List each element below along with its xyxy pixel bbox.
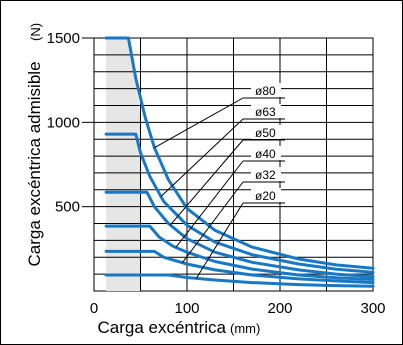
x-axis-label: Carga excéntrica xyxy=(97,318,226,337)
y-tick-labels: 500 1000 1500 xyxy=(47,30,94,216)
y-axis-unit: (N) xyxy=(28,23,43,41)
x-axis-unit: (mm) xyxy=(230,321,260,336)
legend-leader-line xyxy=(154,97,244,149)
series-line-d50 xyxy=(104,190,375,279)
y-axis-title: Carga excéntrica admisible xyxy=(25,61,44,266)
series-curves xyxy=(104,36,375,288)
x-tick-label: 300 xyxy=(360,300,385,317)
legend-leader-line xyxy=(169,139,244,226)
legend-label-bg xyxy=(251,83,281,97)
legend-label: ø80 xyxy=(255,84,276,98)
shaded-region xyxy=(106,38,141,291)
legend-label: ø20 xyxy=(255,189,276,203)
y-tick-label: 500 xyxy=(55,199,80,216)
legend-label-bg xyxy=(251,167,281,181)
legend-label: ø32 xyxy=(255,168,276,182)
x-tick-label: 100 xyxy=(174,300,199,317)
legend-label: ø40 xyxy=(255,147,276,161)
legend-label-bg xyxy=(251,188,281,202)
series-line-d20 xyxy=(104,273,375,288)
legend-label-bg xyxy=(251,146,281,160)
series-line-d40 xyxy=(104,224,375,281)
y-axis-unit-group: (N) xyxy=(28,23,43,41)
legend-label: ø63 xyxy=(255,105,276,119)
y-axis-label: Carga excéntrica admisible xyxy=(25,61,44,266)
legend-leader-line xyxy=(160,118,244,197)
legend-label: ø50 xyxy=(255,126,276,140)
legend-label-bg xyxy=(251,125,281,139)
x-tick-label: 200 xyxy=(267,300,292,317)
legend-leader-line xyxy=(181,181,244,263)
legend: ø80 ø63 ø50 ø40 ø32 ø20 xyxy=(154,83,285,279)
x-tick-label: 0 xyxy=(90,300,98,317)
series-line-d80 xyxy=(104,36,375,270)
x-tick-labels: 0 100 200 300 xyxy=(90,300,386,317)
y-tick-label: 1000 xyxy=(47,114,80,131)
legend-label-bg xyxy=(251,104,281,118)
series-line-d32 xyxy=(104,249,375,285)
legend-leader-line xyxy=(175,160,244,248)
legend-leader-line xyxy=(195,202,244,279)
y-tick-label: 1500 xyxy=(47,30,80,47)
series-line-d63 xyxy=(104,132,375,274)
